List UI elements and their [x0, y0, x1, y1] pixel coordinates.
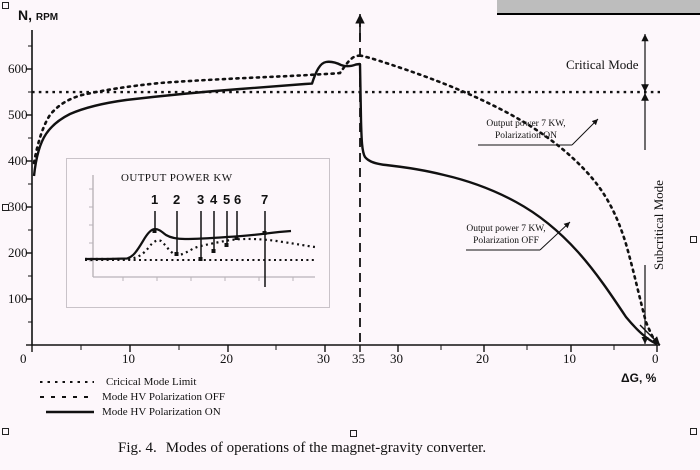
y-axis-title-unit: RPM	[35, 12, 59, 23]
inset-marker-label-1: 1	[151, 192, 159, 207]
anchor-marker-top-left	[2, 2, 9, 9]
legend-label-critical-mode-limit: Cricical Mode Limit	[106, 375, 197, 388]
x-tick-label-right-30: 30	[390, 351, 403, 366]
legend-label-polarization-off: Mode HV Polarization OFF	[102, 390, 225, 403]
legend: Cricical Mode Limit Mode HV Polarization…	[38, 374, 338, 419]
annotation-polarization-on-line2: Polarization ON	[494, 130, 557, 141]
inset-panel: OUTPUT POWER KW	[66, 158, 330, 308]
annotation-polarization-off: Output power 7 KW, Polarization OFF	[458, 224, 554, 246]
x-axis-end-arrow	[639, 324, 661, 346]
x-axis-major-ticks	[31, 345, 658, 352]
legend-item-polarization-on[interactable]: Mode HV Polarization ON	[38, 404, 338, 419]
y-tick-label-300: 300	[8, 199, 28, 214]
subcritical-mode-label: Subcritical Mode	[651, 180, 666, 270]
annotation-polarization-off-line1: Output power 7 KW,	[466, 224, 546, 234]
annotation-polarization-off-line2: Polarization OFF	[473, 235, 539, 246]
critical-mode-label: Critical Mode	[566, 57, 639, 72]
inset-marker-label-4: 4	[210, 192, 218, 207]
series-polarization-off	[32, 54, 362, 165]
y-axis-minor-ticks	[28, 45, 32, 323]
y-tick-label-200: 200	[8, 245, 28, 260]
inset-marker-label-3: 3	[197, 192, 205, 207]
inset-series-solid	[85, 227, 292, 261]
series-polarization-on	[32, 60, 361, 177]
annotation-off-leader	[466, 221, 571, 251]
y-tick-label-0: 0	[20, 351, 27, 366]
x-axis-minor-ticks	[80, 345, 615, 350]
anchor-marker-bottom-right	[690, 428, 697, 435]
y-tick-label-400: 400	[8, 153, 28, 168]
anchor-marker-bottom-left	[2, 428, 9, 435]
y-tick-label-100: 100	[8, 291, 28, 306]
x-tick-label-right-0: 0	[652, 351, 659, 366]
y-tick-label-500: 500	[8, 107, 28, 122]
figure-caption-text: Modes of operations of the magnet-gravit…	[165, 440, 487, 456]
legend-item-critical-mode-limit[interactable]: Cricical Mode Limit	[38, 374, 338, 389]
inset-point-markers	[152, 229, 267, 261]
inset-marker-label-5: 5	[223, 192, 231, 207]
legend-swatch-dotted	[40, 380, 94, 383]
figure-caption-prefix: Fig. 4.	[118, 440, 157, 456]
inset-chart-svg	[85, 175, 316, 287]
legend-label-polarization-on: Mode HV Polarization ON	[102, 405, 221, 418]
legend-item-polarization-off[interactable]: Mode HV Polarization OFF	[38, 389, 338, 404]
series-polarization-off-descending	[358, 54, 659, 346]
inset-marker-leaders	[154, 211, 266, 287]
inset-marker-label-2: 2	[173, 192, 181, 207]
x-axis-title: ΔG, %	[621, 371, 657, 385]
y-axis-title-main: N,	[18, 7, 32, 23]
series-polarization-on-descending	[358, 63, 658, 346]
annotation-polarization-on: Output power 7 KW, Polarization ON	[478, 119, 574, 141]
inset-series-dotted	[85, 237, 316, 261]
annotation-polarization-on-line1: Output power 7 KW,	[486, 119, 566, 129]
x-tick-label-right-20: 20	[476, 351, 489, 366]
anchor-marker-right	[690, 236, 697, 243]
x-tick-label-left-20: 20	[220, 351, 233, 366]
inset-marker-label-6: 6	[234, 192, 242, 207]
x-tick-label-35: 35	[352, 351, 365, 366]
y-axis-major-ticks	[26, 68, 32, 346]
y-tick-label-600: 600	[8, 61, 28, 76]
x-tick-label-right-10: 10	[563, 351, 576, 366]
anchor-marker-mid-left	[2, 204, 9, 211]
figure-caption: Fig. 4. Modes of operations of the magne…	[118, 440, 486, 456]
inset-marker-label-7: 7	[261, 192, 269, 207]
inset-title: OUTPUT POWER KW	[121, 172, 233, 184]
anchor-marker-caption-top	[350, 430, 357, 437]
inset-x-ticks	[122, 277, 294, 281]
subcritical-mode-label-mask	[634, 150, 656, 265]
legend-swatch-solid	[46, 410, 94, 413]
x-tick-label-left-10: 10	[122, 351, 135, 366]
legend-swatch-dashed	[40, 395, 94, 398]
x-tick-label-left-30: 30	[317, 351, 330, 366]
window-titlebar-remnant	[497, 0, 700, 15]
annotation-on-leader	[478, 118, 599, 146]
y-axis-title: N, RPM	[18, 8, 58, 23]
